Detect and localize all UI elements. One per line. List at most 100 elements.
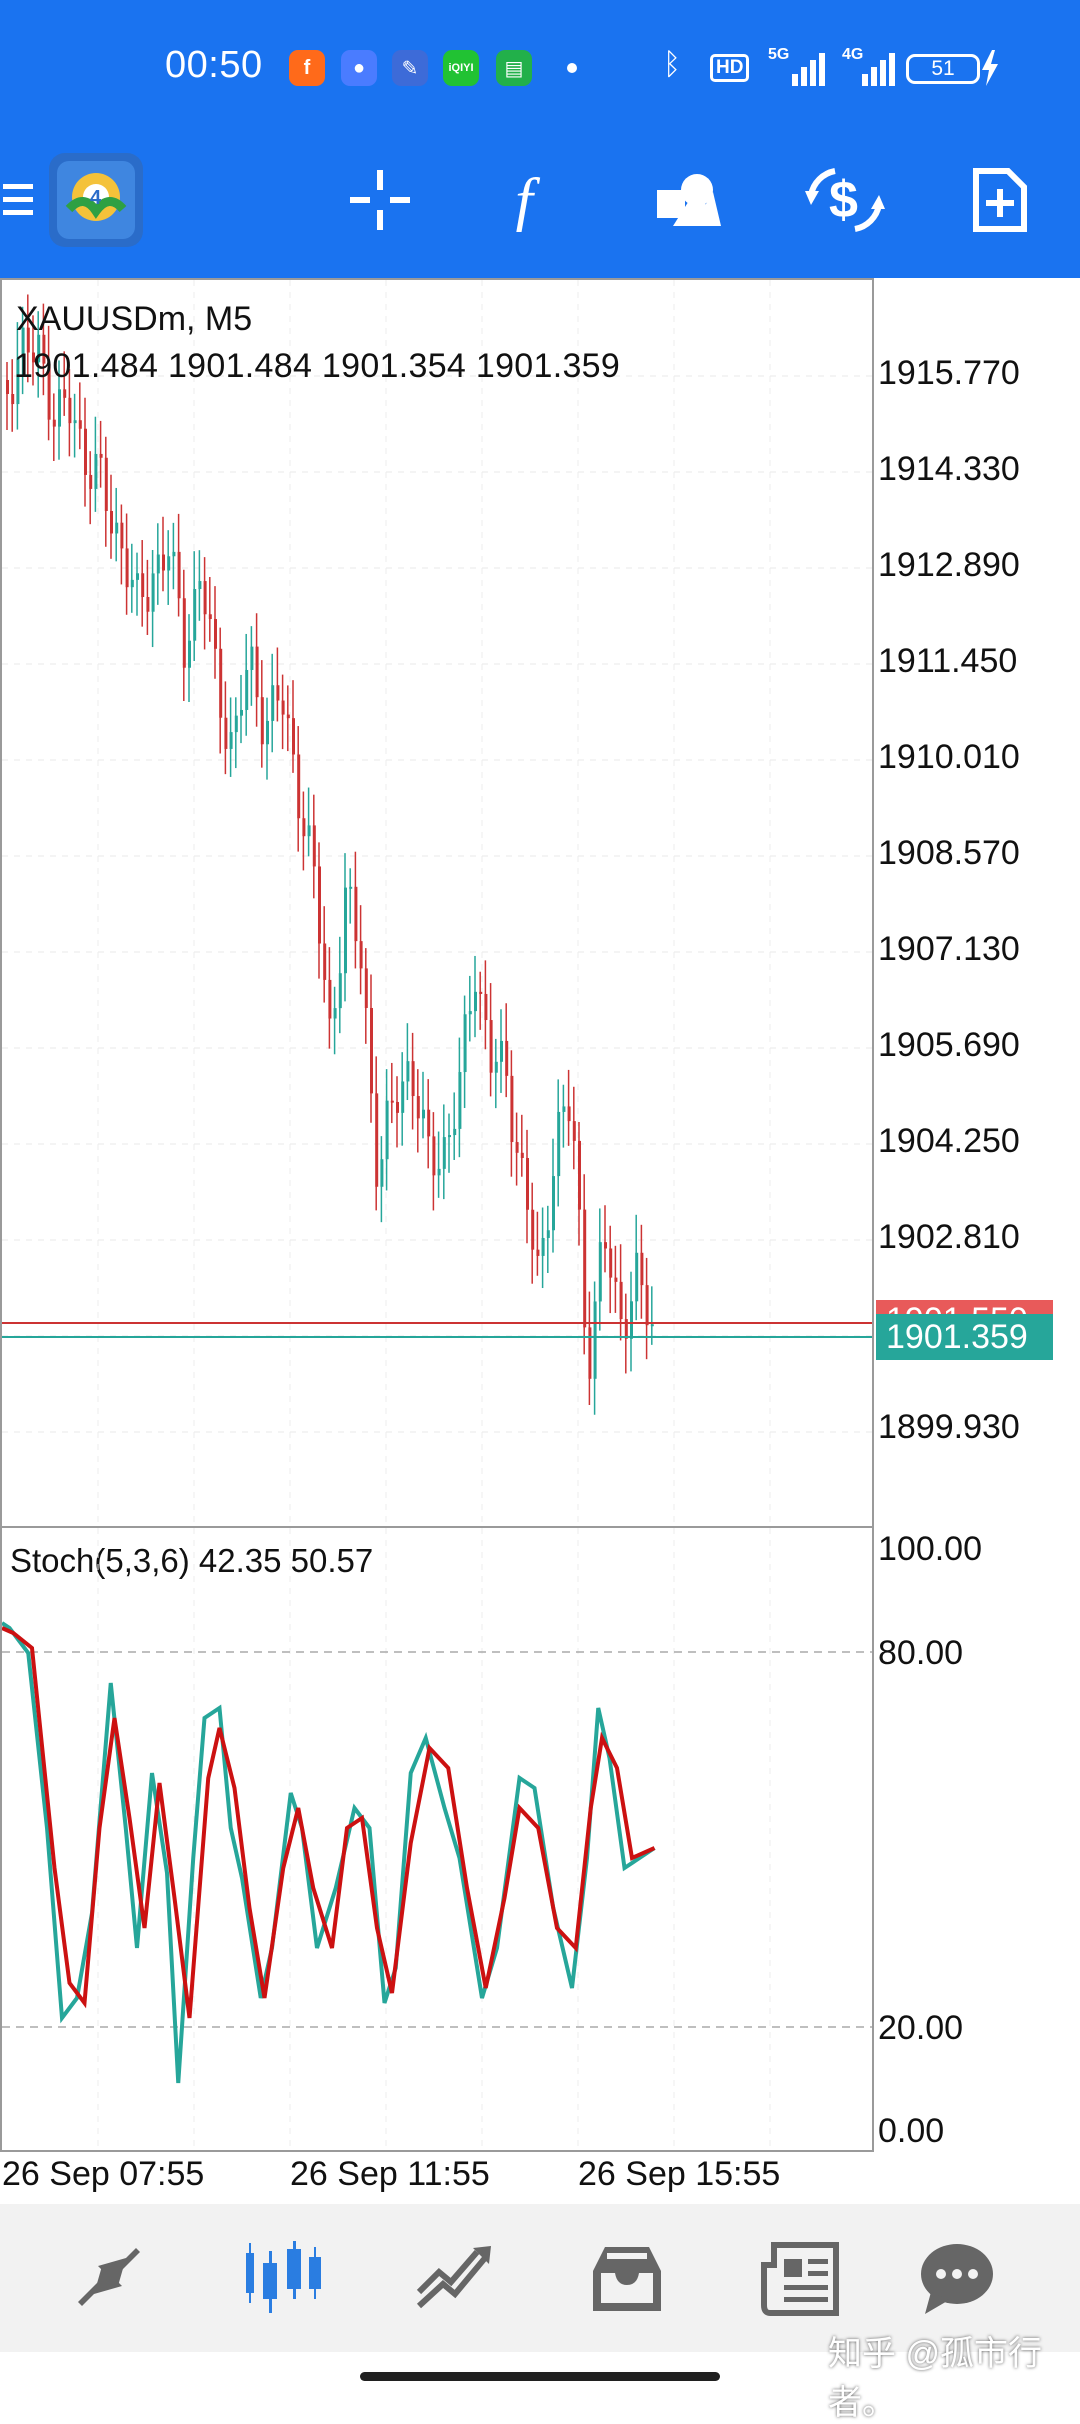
- objects-button[interactable]: [648, 140, 728, 260]
- candle-body: [234, 715, 238, 733]
- more-notifications-dot: [567, 63, 577, 73]
- home-indicator[interactable]: [360, 2372, 720, 2381]
- nav-quotes[interactable]: [55, 2234, 165, 2324]
- candle-body: [182, 598, 186, 668]
- candle-body: [500, 1040, 503, 1062]
- candle-body: [541, 1237, 545, 1256]
- candle-body: [406, 1061, 410, 1082]
- candle-body: [619, 1281, 623, 1320]
- candle-body: [396, 1101, 399, 1113]
- candle-body: [255, 646, 259, 698]
- history-icon: [593, 2247, 661, 2311]
- signal-4g-icon: [862, 53, 895, 86]
- candle-body: [37, 334, 41, 363]
- stoch-main-line: [2, 1621, 656, 2084]
- stochastic-label: Stoch(5,3,6) 42.35 50.57: [10, 1542, 374, 1579]
- candle-body: [63, 389, 67, 398]
- candle-body: [193, 589, 197, 641]
- candle-body: [58, 389, 61, 427]
- candle-body: [141, 573, 145, 598]
- candle-body: [120, 522, 124, 549]
- price-axis-label: 1911.450: [878, 642, 1018, 680]
- candle-body: [546, 1230, 550, 1238]
- trade-icon: [416, 2246, 491, 2309]
- candle-body: [411, 1061, 415, 1097]
- price-panel[interactable]: XAUUSDm, M5 1901.484 1901.484 1901.354 1…: [0, 278, 874, 1579]
- stochastic-chart[interactable]: [2, 1528, 872, 2150]
- svg-text:f: f: [515, 168, 541, 232]
- panel-divider[interactable]: [2, 1526, 872, 1528]
- candle-body: [448, 1135, 451, 1138]
- candle-body: [572, 1121, 576, 1141]
- candle-body: [136, 573, 139, 580]
- candle-body: [609, 1248, 613, 1278]
- candle-body: [416, 1096, 420, 1119]
- candle-body: [489, 1020, 493, 1073]
- candle-body: [162, 554, 165, 571]
- chart-area[interactable]: XAUUSDm, M5 1901.484 1901.484 1901.354 1…: [0, 278, 1080, 2150]
- candle-body: [297, 754, 301, 819]
- candle-body: [198, 581, 202, 590]
- candle-body: [520, 1152, 524, 1159]
- candle-body: [468, 1011, 472, 1015]
- nav-chart[interactable]: [228, 2234, 338, 2324]
- candle-body: [432, 1136, 436, 1176]
- candle-body: [110, 510, 113, 534]
- candle-body: [479, 991, 483, 994]
- nav-messages[interactable]: [902, 2234, 1012, 2324]
- price-axis-label: 1907.130: [878, 930, 1020, 968]
- time-axis-label: 26 Sep 15:55: [578, 2155, 781, 2193]
- bid-price: 1901.359: [886, 1318, 1028, 1356]
- time-axis-label: 26 Sep 07:55: [2, 2155, 205, 2193]
- candle-body: [427, 1109, 431, 1137]
- candle-body: [364, 968, 368, 1008]
- stoch-axis-label: 100.00: [878, 1530, 982, 1568]
- candlestick-chart[interactable]: [2, 280, 872, 1526]
- price-axis-label: 1914.330: [878, 450, 1020, 488]
- stoch-axis-label: 0.00: [878, 2112, 945, 2150]
- candle-body: [526, 1158, 529, 1210]
- iqiyi-icon: iQIYI: [443, 50, 479, 86]
- crosshair-button[interactable]: [340, 140, 420, 260]
- battery-level: 51: [931, 57, 955, 80]
- status-bar: 00:50 f ● ✎ iQIYI ▤ ᛒ HD 5G 4G 51: [0, 0, 1080, 140]
- stochastic-panel[interactable]: [0, 1528, 874, 2152]
- candle-body: [281, 700, 285, 715]
- nav-news[interactable]: [745, 2234, 855, 2324]
- candle-body: [276, 685, 280, 701]
- candle-body: [375, 1093, 379, 1187]
- candle-body: [593, 1301, 597, 1379]
- menu-button[interactable]: [0, 140, 36, 260]
- charging-icon: [982, 50, 998, 86]
- indicators-button[interactable]: f: [492, 140, 572, 260]
- candle-body: [630, 1301, 633, 1339]
- candle-body: [588, 1327, 592, 1379]
- candle-body: [16, 358, 20, 405]
- objects-icon: [657, 174, 721, 226]
- symbol-change-button[interactable]: $: [800, 140, 890, 260]
- stoch-signal-line: [2, 1626, 656, 2019]
- candle-body: [99, 453, 103, 458]
- candle-body: [266, 720, 269, 745]
- candle-body: [380, 1159, 384, 1187]
- candle-body: [188, 640, 191, 668]
- app-logo-icon: 4: [49, 153, 143, 247]
- candle-body: [286, 714, 290, 719]
- candle-body: [156, 554, 160, 574]
- candle-body: [47, 363, 51, 420]
- hd-badge: HD: [710, 54, 750, 82]
- candle-body: [84, 428, 87, 475]
- candle-body: [401, 1081, 405, 1113]
- candle-body: [89, 474, 93, 489]
- fanqie-icon: f: [289, 50, 325, 86]
- candle-body: [146, 597, 150, 612]
- candle-body: [240, 709, 243, 716]
- nav-trade[interactable]: [400, 2234, 510, 2324]
- symbol-timeframe: XAUUSDm, M5: [16, 300, 253, 338]
- candle-body: [203, 581, 207, 615]
- candle-body: [68, 397, 72, 424]
- nav-history[interactable]: [572, 2234, 682, 2324]
- new-order-button[interactable]: [960, 140, 1040, 260]
- chart-icon: [246, 2241, 321, 2313]
- app-logo-button[interactable]: 4: [48, 140, 144, 260]
